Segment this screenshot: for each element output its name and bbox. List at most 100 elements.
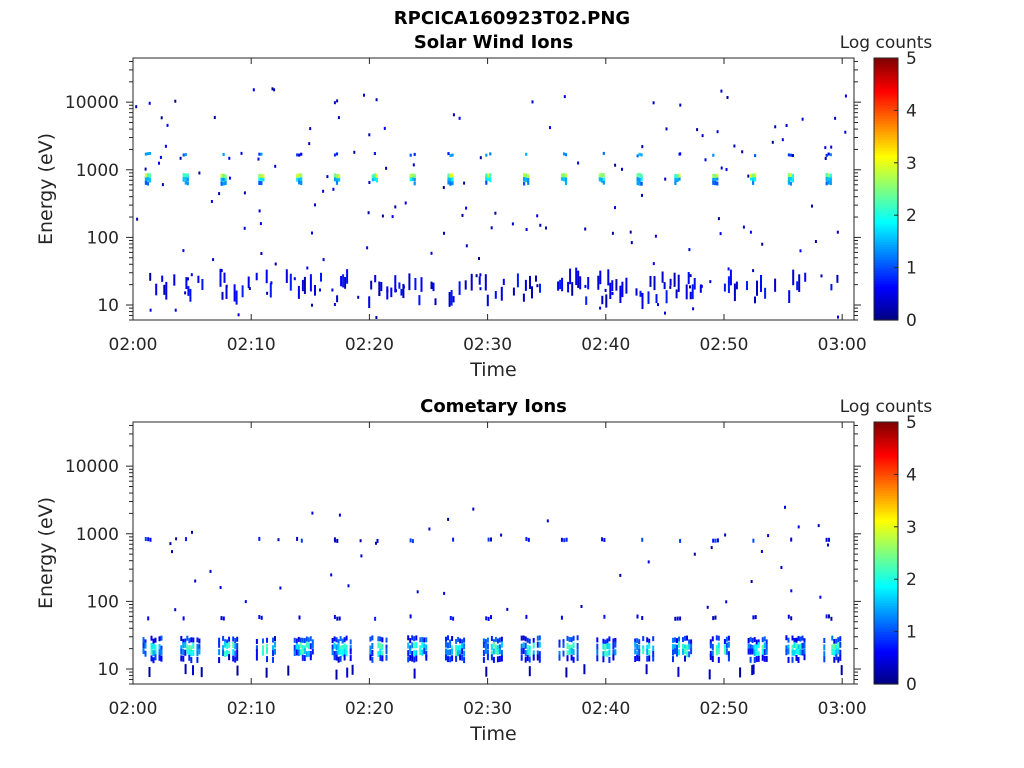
solar-wind-band-cell	[676, 177, 679, 183]
cometary-band-cell	[785, 635, 788, 641]
cometary-band-cell	[486, 654, 489, 661]
cometary-55ev-cell	[220, 616, 223, 621]
cometary-800ev-cell	[411, 539, 414, 544]
cometary-band-cell	[636, 638, 639, 644]
solar-wind-upper-cell	[640, 153, 643, 157]
cometary-band-cell	[415, 650, 418, 657]
cometary-band-cell	[672, 649, 674, 656]
scatter-point	[536, 214, 539, 218]
scatter-point	[688, 248, 691, 252]
colorbar-segment	[874, 429, 898, 434]
cometary-band-cell	[524, 642, 527, 649]
solar-wind-low-cell	[661, 271, 664, 283]
cometary-band-cell	[648, 655, 651, 662]
cometary-band-cell	[236, 643, 239, 650]
colorbar-segment	[874, 532, 898, 536]
colorbar-segment	[874, 105, 898, 109]
solar-wind-band-cell	[602, 180, 605, 185]
colorbar-tick-label: 0	[906, 311, 917, 331]
solar-wind-low-cell	[223, 272, 226, 283]
solar-wind-low-cell	[639, 290, 642, 297]
cometary-low-cell	[184, 664, 187, 675]
cometary-band-cell	[232, 642, 235, 648]
cometary-band-cell	[596, 649, 599, 656]
solar-wind-band-cell	[598, 173, 601, 178]
scatter-point	[472, 507, 475, 511]
cometary-band-cell	[144, 650, 147, 657]
scatter-point	[611, 231, 614, 235]
cometary-band-cell	[311, 639, 314, 645]
solar-wind-band-cell	[714, 173, 717, 178]
cometary-band-cell	[638, 644, 641, 651]
cometary-band-cell	[461, 643, 464, 649]
colorbar-segment	[874, 196, 898, 201]
colorbar-segment	[874, 128, 898, 132]
cometary-55ev-cell	[452, 616, 455, 621]
solar-wind-band-cell	[674, 174, 677, 179]
cometary-band-cell	[232, 655, 235, 662]
solar-wind-upper-cell	[754, 154, 757, 158]
solar-wind-low-cell	[673, 272, 676, 287]
solar-wind-band-cell	[829, 176, 832, 182]
solar-wind-band-cell	[146, 181, 149, 186]
cometary-band-cell	[158, 636, 161, 642]
scatter-point	[478, 257, 480, 260]
solar-wind-band-cell	[371, 176, 374, 182]
scatter-point	[322, 258, 325, 262]
scatter-point	[309, 127, 312, 131]
solar-wind-low-cell	[615, 279, 618, 291]
cometary-band-cell	[457, 650, 460, 657]
cometary-band-cell	[678, 641, 680, 648]
scatter-point	[311, 231, 313, 235]
cometary-band-cell	[795, 643, 798, 650]
cometary-band-cell	[674, 648, 676, 655]
scatter-point	[378, 292, 381, 296]
solar-wind-low-cell	[378, 281, 381, 297]
scatter-point	[584, 284, 587, 288]
cometary-band-cell	[686, 644, 688, 651]
scatter-point	[844, 130, 847, 134]
cometary-band-cell	[297, 644, 300, 651]
scatter-point	[584, 227, 587, 231]
cometary-band-cell	[496, 638, 499, 644]
solar-wind-low-cell	[531, 286, 533, 299]
solar-wind-band-cell	[787, 177, 790, 182]
solar-wind-band-cell	[449, 173, 452, 178]
cometary-band-cell	[709, 654, 712, 661]
scatter-point	[767, 534, 770, 538]
cometary-band-cell	[345, 644, 348, 651]
solar-wind-band-cell	[184, 175, 187, 181]
cometary-band-cell	[236, 649, 239, 656]
scatter-point	[273, 88, 276, 92]
colorbar-tick-label: 3	[906, 518, 917, 538]
solar-wind-low-cell	[647, 291, 650, 304]
cometary-band-cell	[528, 656, 531, 663]
solar-wind-low-cell	[754, 296, 756, 304]
cometary-band-cell	[652, 636, 655, 642]
cometary-800ev-cell	[452, 537, 455, 542]
cometary-band-cell	[638, 655, 641, 662]
solar-wind-low-cell	[402, 283, 405, 299]
solar-wind-low-cell	[309, 274, 312, 292]
cometary-800ev-cell	[563, 538, 566, 543]
solar-wind-low-cell	[484, 274, 487, 291]
cometary-band-cell	[538, 641, 541, 648]
scatter-point	[665, 127, 668, 131]
colorbar-segment	[874, 579, 898, 583]
colorbar-segment	[874, 471, 898, 475]
scatter-point	[367, 211, 370, 215]
scatter-point	[169, 542, 172, 546]
cometary-band-cell	[419, 649, 422, 656]
colorbar-label: Log counts	[840, 397, 933, 417]
cometary-band-cell	[180, 655, 183, 662]
solar-wind-low-cell	[788, 290, 791, 304]
solar-wind-band-cell	[335, 174, 339, 179]
cometary-low-cell	[583, 664, 586, 675]
solar-wind-low-cell	[320, 272, 322, 282]
solar-wind-low-cell	[559, 279, 562, 290]
cometary-band-cell	[337, 656, 340, 663]
solar-wind-band-cell	[144, 173, 147, 178]
colorbar-segment	[874, 482, 898, 486]
cometary-band-cell	[570, 654, 573, 661]
scatter-point	[375, 98, 378, 102]
